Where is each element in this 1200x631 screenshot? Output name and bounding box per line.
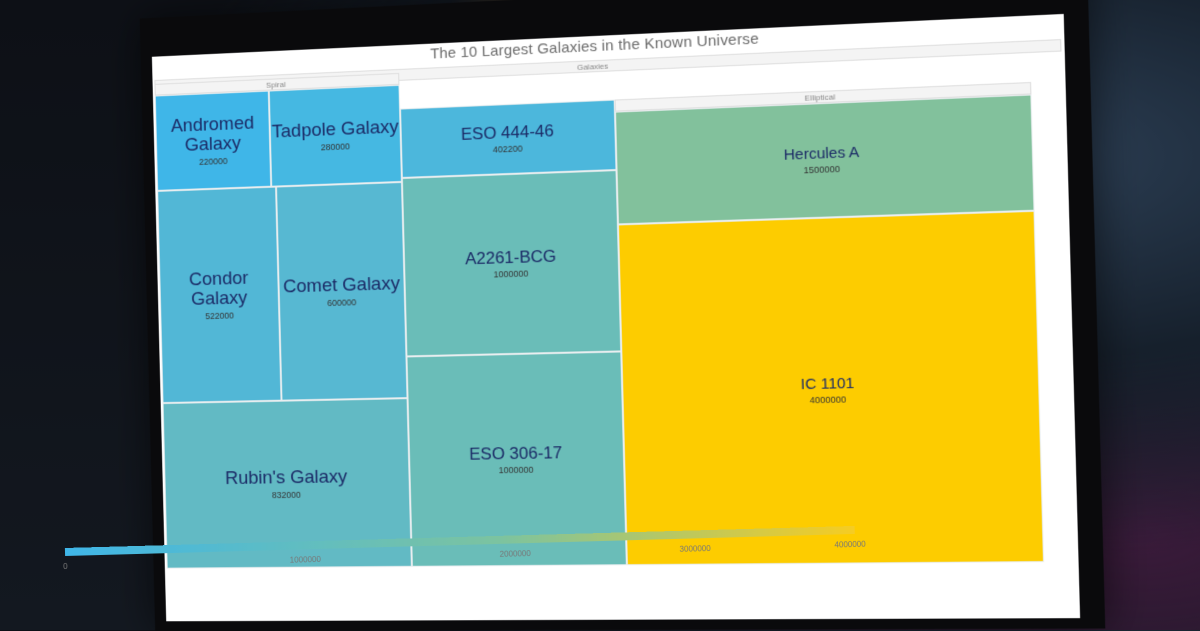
treemap-cell-hercules-a[interactable]: Hercules A 1500000 <box>615 94 1035 224</box>
treemap-cell-value: 600000 <box>327 298 356 309</box>
treemap-cell-andromed-galaxy[interactable]: Andromed Galaxy 220000 <box>155 91 271 191</box>
treemap-cell-label: Comet Galaxy <box>283 274 400 297</box>
treemap-cell-value: 1000000 <box>498 465 533 476</box>
group-label-elliptical: Elliptical <box>805 92 836 102</box>
treemap-cell-label: Condor Galaxy <box>160 268 278 310</box>
treemap-cell-value: 4000000 <box>810 395 847 406</box>
treemap-cell-label: Hercules A <box>783 144 859 163</box>
legend-tick-1: 1000000 <box>290 555 321 565</box>
treemap-cell-condor-galaxy[interactable]: Condor Galaxy 522000 <box>157 187 281 404</box>
treemap-cell-label: IC 1101 <box>801 375 855 392</box>
treemap-cell-ic-1101[interactable]: IC 1101 4000000 <box>618 211 1044 565</box>
treemap-cell-value: 280000 <box>321 142 350 153</box>
treemap-cell-comet-galaxy[interactable]: Comet Galaxy 600000 <box>276 182 408 401</box>
root-label: Galaxies <box>577 62 609 72</box>
treemap-cell-label: Tadpole Galaxy <box>272 117 399 142</box>
treemap-cell-value: 1000000 <box>493 269 528 280</box>
treemap-cell-label: ESO 306-17 <box>469 444 563 463</box>
treemap-cell-eso-444-46[interactable]: ESO 444-46 402200 <box>400 100 616 178</box>
treemap-cell-label: ESO 444-46 <box>461 122 554 144</box>
legend-tick-4: 4000000 <box>834 540 865 550</box>
treemap-cell-tadpole-galaxy[interactable]: Tadpole Galaxy 280000 <box>269 85 402 187</box>
treemap-cell-value: 832000 <box>272 490 301 500</box>
legend-tick-3: 3000000 <box>679 544 710 554</box>
treemap-cell-value: 1500000 <box>803 164 840 176</box>
treemap-cell-value: 220000 <box>199 156 228 167</box>
treemap-cell-label: A2261-BCG <box>465 247 557 268</box>
legend-tick-0: 0 <box>63 562 68 571</box>
treemap-cell-value: 402200 <box>493 144 523 155</box>
treemap-cell-label: Andromed Galaxy <box>156 113 269 157</box>
treemap-cell-a2261-bcg[interactable]: A2261-BCG 1000000 <box>402 170 621 356</box>
chart-canvas: The 10 Largest Galaxies in the Known Uni… <box>152 14 1080 621</box>
treemap-cell-label: Rubin's Galaxy <box>225 467 348 488</box>
legend-tick-2: 2000000 <box>500 549 531 559</box>
group-label-spiral: Spiral <box>266 80 286 90</box>
treemap-cell-value: 522000 <box>205 311 234 322</box>
